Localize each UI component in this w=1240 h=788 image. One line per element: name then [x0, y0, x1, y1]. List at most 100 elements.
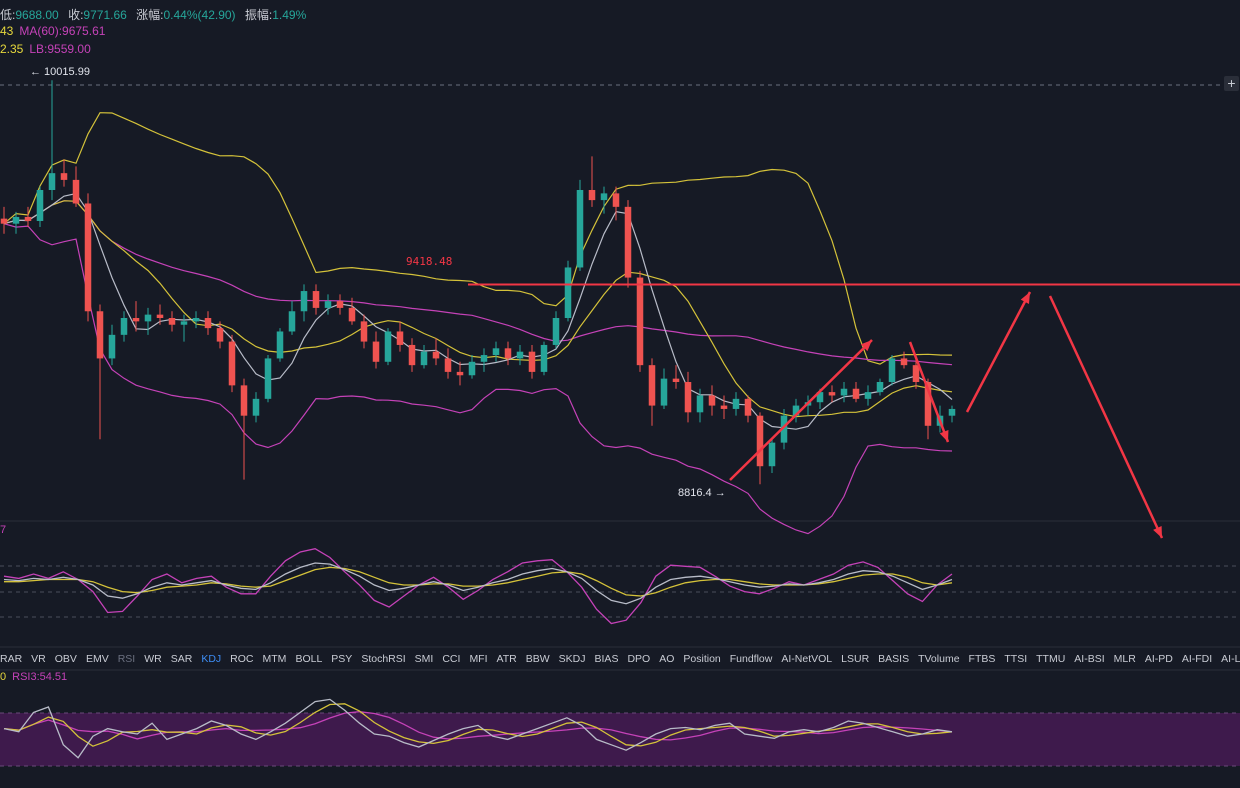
candle-body [780, 415, 788, 443]
indicator-tab-ai-li[interactable]: AI-LI [1221, 653, 1240, 665]
kdj-j-line [3, 548, 953, 625]
lb-value: LB:9559.00 [29, 42, 91, 56]
indicator-tab-mlr[interactable]: MLR [1113, 653, 1136, 665]
ma60-value: MA(60):9675.61 [19, 24, 106, 38]
lb-prefix-value: 2.35 [0, 42, 24, 56]
indicator-tab-emv[interactable]: EMV [85, 653, 109, 665]
indicator-tab-psy[interactable]: PSY [331, 653, 353, 665]
indicator-tab-roc[interactable]: ROC [230, 653, 254, 665]
candle-body [372, 341, 380, 362]
change-value: 0.44%(42.90) [163, 8, 236, 22]
candle-body [432, 351, 440, 359]
candle-body [408, 344, 416, 366]
indicator-tab-skdj[interactable]: SKDJ [558, 653, 586, 665]
candle-body [720, 405, 728, 409]
indicator-tab-wr[interactable]: WR [144, 653, 162, 665]
indicator-tab-ai-netvol[interactable]: AI-NetVOL [781, 653, 833, 665]
candle-body [108, 334, 116, 359]
candle-body [216, 328, 224, 342]
indicator-tab-sar[interactable]: SAR [170, 653, 193, 665]
candle-body [48, 173, 56, 190]
indicator-tab-basis[interactable]: BASIS [878, 653, 910, 665]
rsi-prefix: 0 [0, 671, 7, 683]
candle-body [396, 331, 404, 345]
candle-body [672, 378, 680, 382]
candle-body [60, 173, 68, 180]
indicator-tab-atr[interactable]: ATR [496, 653, 517, 665]
trend-arrow-up [729, 339, 873, 481]
candle-body [540, 344, 548, 372]
candle-body [480, 355, 488, 362]
projection-arrow-down [1048, 295, 1164, 539]
candle-body [528, 351, 536, 372]
candle-body [192, 318, 200, 322]
indicator-tab-tvolume[interactable]: TVolume [918, 653, 960, 665]
indicator-tab-ao[interactable]: AO [659, 653, 675, 665]
rsi-value: RSI3:54.51 [12, 671, 68, 683]
candle-body [552, 318, 560, 345]
trend-arrow-down-short [908, 341, 950, 443]
indicator-tab-ai-fdi[interactable]: AI-FDI [1181, 653, 1213, 665]
indicator-tab-boll[interactable]: BOLL [295, 653, 323, 665]
indicator-tab-kdj[interactable]: KDJ [201, 653, 222, 665]
indicator-tab-obv[interactable]: OBV [54, 653, 77, 665]
candle-body [876, 382, 884, 393]
candle-body [360, 321, 368, 342]
candle-body [912, 365, 920, 382]
candle-body [24, 216, 32, 221]
candle-body [504, 348, 512, 359]
candle-body [288, 311, 296, 332]
indicator-tab-lsur[interactable]: LSUR [841, 653, 870, 665]
candle-body [168, 318, 176, 325]
ma60-line [3, 200, 953, 366]
indicator-tab-ttsi[interactable]: TTSI [1004, 653, 1028, 665]
candle-body [36, 190, 44, 221]
indicator-tab-ai-pd[interactable]: AI-PD [1144, 653, 1173, 665]
indicator-tab-bbw[interactable]: BBW [525, 653, 550, 665]
add-indicator-button[interactable]: + [1224, 76, 1239, 91]
indicator-tab-stochrsi[interactable]: StochRSI [361, 653, 406, 665]
candle-body [180, 321, 188, 325]
indicator-tab-cci[interactable]: CCI [442, 653, 461, 665]
indicator-tab-ai-bsi[interactable]: AI-BSI [1074, 653, 1105, 665]
change-label: 涨幅: [136, 8, 164, 22]
amplitude-label: 振幅: [244, 8, 273, 22]
indicator-tab-vr[interactable]: VR [31, 653, 46, 665]
boll-upper-band [3, 112, 953, 365]
indicator-tab-mtm[interactable]: MTM [262, 653, 287, 665]
indicator-tab-bar: RAR VR OBV EMV RSI WR SAR KDJ ROC MTM BOLL PSY Stoch… [0, 648, 1240, 670]
indicator-tab-rsi[interactable]: RSI [117, 653, 136, 665]
candle-body [144, 314, 152, 322]
candle-body [708, 395, 716, 406]
indicator-tab-ftbs[interactable]: FTBS [968, 653, 996, 665]
trend-arrow-up-head [860, 340, 872, 352]
candle-body [684, 382, 692, 413]
trend-arrow-down-short-head [939, 430, 949, 442]
candle-body [612, 193, 620, 207]
indicator-tab-bias[interactable]: BIAS [594, 653, 619, 665]
candle-body [624, 206, 632, 278]
candle-body [456, 371, 464, 376]
candle-body [468, 361, 476, 376]
boll-lower-band [3, 223, 953, 535]
indicator-tab-mfi[interactable]: MFI [469, 653, 488, 665]
candle-body [696, 395, 704, 413]
candle-body [948, 408, 956, 416]
projection-arrow-down-head [1153, 526, 1162, 538]
candle-body [636, 277, 644, 366]
low-price-label: 8816.4 → [678, 487, 726, 499]
candle-body [924, 382, 932, 426]
candle-body [648, 365, 656, 406]
candle-body [252, 398, 260, 416]
candle-body [744, 398, 752, 416]
indicator-tab-ttmu[interactable]: TTMU [1036, 653, 1066, 665]
indicator-tab-fundflow[interactable]: Fundflow [729, 653, 773, 665]
candle-body [228, 341, 236, 386]
candle-body [828, 392, 836, 396]
candle-body [492, 348, 500, 356]
indicator-tab-position[interactable]: Position [683, 653, 721, 665]
indicator-tab-rar[interactable]: RAR [0, 653, 23, 665]
indicator-tab-dpo[interactable]: DPO [627, 653, 651, 665]
indicator-tab-smi[interactable]: SMI [414, 653, 434, 665]
